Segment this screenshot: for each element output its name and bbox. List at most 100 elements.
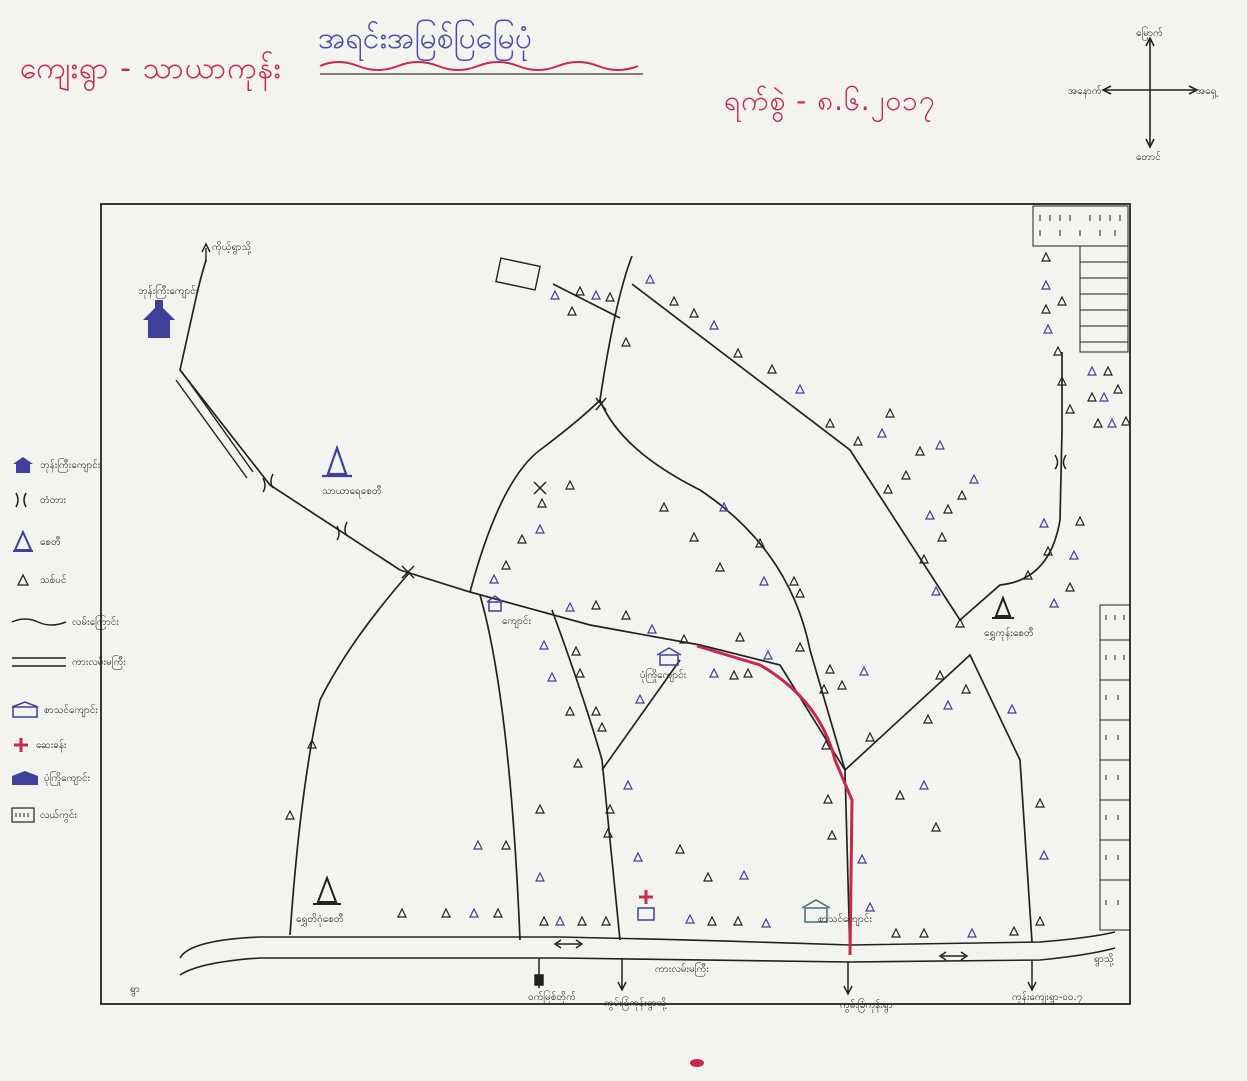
legend-label: တံတား (40, 494, 67, 506)
trees (285, 251, 1131, 938)
tree-icon (685, 913, 695, 924)
tree-icon (565, 601, 575, 612)
tree-icon (517, 533, 527, 544)
legend-field: လယ်ကွင်း (10, 805, 77, 825)
tree-icon (821, 739, 831, 750)
compass (1101, 36, 1199, 149)
clinic-icon (14, 738, 28, 752)
tree-icon (943, 699, 953, 710)
tree-icon (865, 901, 875, 912)
highlighted-route (696, 644, 854, 956)
tree-icon (535, 803, 545, 814)
label-pagoda-bottom: ရွှေတိဂုံစေတီ (296, 914, 344, 925)
pagoda-icon (313, 875, 341, 905)
tree-icon (1049, 597, 1059, 608)
tree-icon (795, 383, 805, 394)
tree-icon (307, 738, 317, 749)
tree-icon (1035, 797, 1045, 808)
tree-icon (919, 927, 929, 938)
tree-icon (931, 585, 941, 596)
map-date: ရက်စွဲ - ၈.၆.၂၀၁၇ (724, 84, 936, 117)
label-to-village-right: ရွာသို့ (1094, 954, 1114, 965)
stain-mark (690, 1059, 704, 1067)
tree-icon (573, 757, 583, 768)
bridges (262, 397, 1067, 579)
label-pagoda-right: ရွှေကုန်းစေတီ (984, 628, 1034, 639)
tree-icon (679, 633, 689, 644)
tree-icon (825, 417, 835, 428)
compass-west: အနောက် (1068, 86, 1102, 97)
tree-icon (919, 779, 929, 790)
tree-icon (539, 639, 549, 650)
tree-icon (709, 319, 719, 330)
tree-icon (795, 641, 805, 652)
tree-icon (285, 809, 295, 820)
tree-icon (635, 693, 645, 704)
tree-icon (1087, 365, 1097, 376)
legend-label: ဆေးခန်း (36, 739, 67, 751)
tree-icon (823, 793, 833, 804)
label-monastery: ဘုန်းကြီးကျောင်း (138, 286, 199, 297)
legend-label: လယ်ကွင်း (40, 809, 77, 821)
map-name-title: အရင်းအမြစ်ပြမြေပုံ (318, 21, 532, 56)
field-right (1099, 604, 1131, 931)
compass-north: မြောက် (1136, 28, 1163, 39)
tree-icon (633, 851, 643, 862)
tree-icon (895, 789, 905, 800)
tree-icon (735, 631, 745, 642)
tree-icon (931, 821, 941, 832)
tree-icon (923, 713, 933, 724)
tree-icon (647, 623, 657, 634)
tree-icon (967, 927, 977, 938)
tree-icon (1041, 303, 1051, 314)
hall-icon (12, 771, 38, 785)
tree-icon (1043, 323, 1053, 334)
tree-icon (767, 363, 777, 374)
tree-icon (1107, 417, 1117, 428)
tree-icon (591, 599, 601, 610)
tree-icon (719, 501, 729, 512)
legend-bridge: တံတား (10, 490, 66, 510)
tree-icon (597, 721, 607, 732)
tree-icon (1041, 251, 1051, 262)
tree-icon (493, 907, 503, 918)
tree-icon (957, 489, 967, 500)
tree-icon (919, 553, 929, 564)
exit-arrows (534, 939, 1037, 996)
tree-icon (901, 469, 911, 480)
tree-icon (539, 915, 549, 926)
tree-icon (885, 407, 895, 418)
tree-icon (1065, 403, 1075, 414)
tree-icon (733, 347, 743, 358)
tree-icon (1093, 417, 1103, 428)
tree-icon (1099, 391, 1109, 402)
tree-icon (865, 731, 875, 742)
tree-icon (621, 336, 631, 347)
label-exit-3: ကွမ်းခြံကုန်းရွာ (840, 1000, 893, 1011)
tree-icon (601, 915, 611, 926)
tree-icon (883, 483, 893, 494)
title-underline (319, 61, 643, 75)
hall-icon (656, 647, 682, 666)
label-exit-1: ဝက်မြစ်တိုက် (528, 992, 576, 1003)
school-icon (486, 595, 504, 612)
tree-icon (715, 561, 725, 572)
legend-label: ကားလမ်းမကြီး (72, 656, 126, 668)
tree-icon (755, 537, 765, 548)
label-exit-2: ကွမ်းခြံကုန်းရွာသို့ (604, 998, 667, 1009)
tree-icon (603, 827, 613, 838)
tree-icon (645, 273, 655, 284)
tree-icon (571, 645, 581, 656)
tree-icon (937, 531, 947, 542)
tree-icon (837, 679, 847, 690)
tree-icon (857, 853, 867, 864)
tree-icon (707, 915, 717, 926)
tree-icon (759, 575, 769, 586)
roads (179, 255, 1063, 956)
legend-monastery: ဘုန်းကြီးကျောင်း (10, 455, 100, 475)
tree-icon (605, 291, 615, 302)
tree-icon (743, 667, 753, 678)
tree-icon (565, 705, 575, 716)
tree-icon (473, 839, 483, 850)
